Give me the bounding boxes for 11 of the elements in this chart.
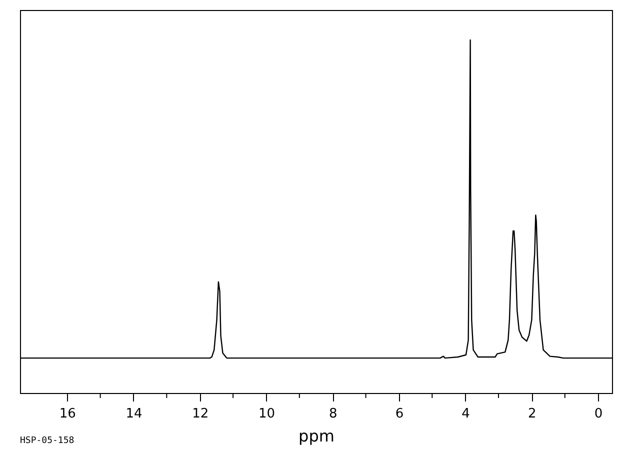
x-tick-label: 0 (594, 406, 603, 422)
x-tick-label: 12 (192, 406, 209, 422)
text: HSP-05-158 (20, 436, 74, 446)
x-axis-title: ppm (298, 426, 334, 446)
x-tick-label: 4 (462, 406, 470, 422)
x-tick-label: 16 (59, 406, 76, 422)
x-tick-label: 2 (528, 406, 536, 422)
x-tick-label: 8 (328, 406, 338, 422)
x-tick-label: 10 (258, 406, 275, 422)
x-tick-label: 6 (395, 406, 404, 422)
x-tick-label: 14 (126, 406, 142, 422)
